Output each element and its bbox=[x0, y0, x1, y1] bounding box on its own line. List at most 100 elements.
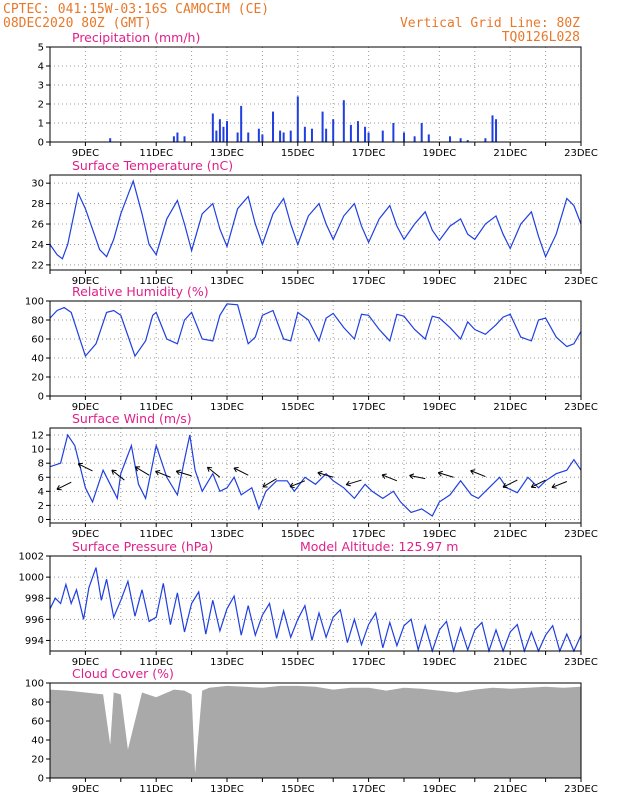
x-tick-label: 19DEC bbox=[423, 148, 457, 159]
wind-vector-shaft bbox=[438, 472, 454, 478]
x-tick-label: 9DEC bbox=[72, 276, 99, 287]
precip-bar bbox=[257, 128, 260, 142]
panel-pressure: Surface Pressure (hPa) Model Altitude: 12… bbox=[19, 539, 598, 668]
precip-bar bbox=[413, 136, 416, 142]
panel-subtitle: Model Altitude: 125.97 m bbox=[300, 539, 458, 554]
x-tick-label: 23DEC bbox=[564, 784, 598, 795]
x-tick-label: 9DEC bbox=[72, 402, 99, 413]
panel-cloud: Cloud Cover (%) 0 20 40 60 80 100 9DEC 11DEC 13DE… bbox=[25, 666, 598, 795]
wind-vector-arrow bbox=[233, 467, 249, 476]
wind-vector-arrow bbox=[470, 469, 486, 478]
y-tick-label: 4 bbox=[38, 487, 44, 498]
y-tick-label: 1 bbox=[38, 119, 44, 130]
panel-title: Surface Pressure (hPa) bbox=[72, 539, 213, 554]
wind-vector-head bbox=[551, 483, 557, 489]
precip-bar bbox=[381, 130, 384, 142]
precip-bar bbox=[172, 136, 175, 142]
wind-vector-shaft bbox=[381, 474, 398, 482]
wind-vector-shaft bbox=[77, 463, 93, 472]
panel-title: Precipitation (mm/h) bbox=[72, 30, 200, 45]
wind-vector-shaft bbox=[262, 478, 277, 488]
y-tick-label: 1000 bbox=[19, 573, 44, 584]
wind-vector-arrow bbox=[345, 479, 362, 487]
panel-frame bbox=[49, 300, 582, 397]
panel-title: Relative Humidity (%) bbox=[72, 284, 209, 299]
precip-bar bbox=[236, 132, 239, 142]
wind-vector-shaft bbox=[207, 466, 221, 478]
precip-bar bbox=[247, 132, 250, 142]
y-tick-label: 2 bbox=[38, 501, 44, 512]
wind-vector-arrow bbox=[437, 470, 454, 478]
wind-vector-shaft bbox=[502, 479, 518, 488]
x-tick-label: 13DEC bbox=[210, 784, 244, 795]
panel-frame bbox=[49, 46, 582, 143]
x-tick-label: 17DEC bbox=[352, 657, 386, 668]
wind-vector-arrow bbox=[317, 470, 334, 478]
y-tick-label: 0 bbox=[38, 392, 44, 403]
y-tick-label: 10 bbox=[31, 445, 44, 456]
x-tick-label: 19DEC bbox=[423, 784, 457, 795]
panel-title: Cloud Cover (%) bbox=[72, 666, 174, 681]
x-tick-label: 9DEC bbox=[72, 784, 99, 795]
init-time-label: 08DEC2020 80Z (GMT) bbox=[3, 16, 152, 31]
temp-series-line bbox=[49, 179, 582, 260]
wind-vector-arrow bbox=[155, 469, 171, 478]
x-tick-label: 11DEC bbox=[139, 784, 173, 795]
wind-vector-arrow bbox=[77, 462, 93, 472]
precip-bar bbox=[272, 111, 275, 142]
x-tick-label: 19DEC bbox=[423, 276, 457, 287]
precip-bar bbox=[310, 128, 313, 142]
wind-vector-head bbox=[289, 482, 295, 489]
wind-vector-head bbox=[409, 473, 415, 480]
pressure-series-line bbox=[49, 567, 582, 654]
x-tick-label: 11DEC bbox=[139, 148, 173, 159]
wind-vector-shaft bbox=[155, 470, 171, 478]
wind-vector-arrow bbox=[289, 480, 306, 489]
wind-vector-arrow bbox=[502, 479, 518, 489]
precip-bar bbox=[495, 119, 498, 142]
wind-vector-arrow bbox=[134, 466, 150, 476]
wind-series-line bbox=[49, 433, 582, 517]
wind-vector-arrow bbox=[262, 478, 277, 488]
panel-title: Surface Temperature (nC) bbox=[72, 158, 233, 173]
precip-bar bbox=[356, 121, 359, 142]
x-tick-label: 23DEC bbox=[564, 148, 598, 159]
precip-bar bbox=[303, 126, 306, 142]
wind-vector-head bbox=[111, 469, 117, 475]
wind-vector-head bbox=[381, 473, 387, 479]
y-tick-label: 998 bbox=[25, 594, 44, 605]
wind-vector-arrow bbox=[111, 469, 125, 481]
y-tick-label: 20 bbox=[31, 755, 44, 766]
wind-vector-arrow bbox=[409, 473, 426, 480]
precip-bar bbox=[321, 111, 324, 142]
y-tick-label: 4 bbox=[38, 62, 44, 73]
y-tick-label: 60 bbox=[31, 335, 44, 346]
precip-bar bbox=[332, 119, 335, 142]
precip-bar bbox=[466, 140, 469, 142]
precip-bar bbox=[261, 134, 264, 142]
y-tick-label: 40 bbox=[31, 736, 44, 747]
precip-bar bbox=[279, 130, 282, 142]
wind-vector-head bbox=[233, 467, 239, 473]
wind-vector-head bbox=[437, 470, 443, 477]
y-tick-label: 26 bbox=[31, 220, 44, 231]
wind-vector-head bbox=[155, 469, 161, 476]
precip-bar bbox=[364, 126, 367, 142]
y-tick-label: 40 bbox=[31, 354, 44, 365]
precip-bar bbox=[109, 138, 112, 142]
wind-vector-arrow bbox=[551, 481, 568, 489]
precip-bar bbox=[222, 126, 225, 142]
x-tick-label: 21DEC bbox=[493, 402, 527, 413]
precip-bar bbox=[392, 123, 395, 142]
precip-bar bbox=[240, 105, 243, 142]
x-tick-label: 19DEC bbox=[423, 402, 457, 413]
wind-vector-shaft bbox=[346, 479, 362, 486]
y-tick-label: 30 bbox=[31, 179, 44, 190]
panel-rh: Relative Humidity (%) 0 20 40 60 80 100 9DEC 11D… bbox=[25, 284, 598, 413]
panel-title: Surface Wind (m/s) bbox=[72, 411, 192, 426]
precip-bar bbox=[282, 132, 285, 142]
x-tick-label: 21DEC bbox=[493, 148, 527, 159]
wind-vector-head bbox=[317, 470, 323, 477]
precip-bar bbox=[342, 100, 345, 142]
